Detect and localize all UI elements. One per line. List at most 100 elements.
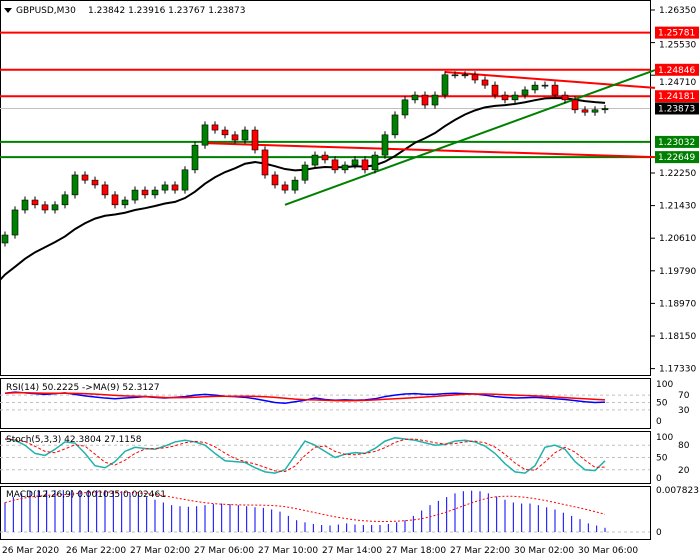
candle[interactable] (61, 194, 69, 206)
stoch-tick-label: 100 (656, 433, 673, 443)
price-tick-label: 1.17330 (659, 365, 696, 375)
rsi-tick-label: 0 (656, 417, 662, 427)
time-tick-label: 27 Mar 18:00 (386, 546, 446, 556)
candle[interactable] (241, 129, 249, 141)
candle[interactable] (71, 174, 79, 196)
candle[interactable] (261, 149, 269, 176)
price-level-tag-label: 1.23873 (658, 104, 695, 114)
price-level-tag-bg (655, 102, 699, 115)
candle[interactable] (511, 94, 519, 101)
candle[interactable] (471, 74, 479, 81)
price-level-tag: 1.23032 (655, 135, 699, 148)
candle[interactable] (341, 164, 349, 171)
trendline[interactable] (284, 69, 656, 206)
candle[interactable] (411, 94, 419, 101)
candle[interactable] (481, 79, 489, 86)
candle[interactable] (421, 94, 429, 106)
price-tick-label: 1.25530 (659, 41, 696, 51)
candle[interactable] (221, 129, 229, 136)
candle[interactable] (301, 164, 309, 181)
candle[interactable] (151, 189, 159, 196)
candle[interactable] (281, 184, 289, 191)
candle[interactable] (451, 74, 459, 77)
candle[interactable] (231, 134, 239, 141)
candle[interactable] (121, 199, 129, 206)
candle[interactable] (201, 124, 209, 146)
time-tick-label: 27 Mar 22:00 (450, 546, 510, 556)
candle[interactable] (321, 154, 329, 161)
candle[interactable] (331, 159, 339, 171)
candle[interactable] (41, 204, 49, 211)
candle[interactable] (51, 204, 59, 211)
candle[interactable] (91, 179, 99, 186)
rsi-panel[interactable] (0, 378, 651, 429)
candle[interactable] (291, 179, 299, 191)
price-level-tag-label: 1.23032 (658, 138, 695, 148)
candle[interactable] (491, 84, 499, 96)
price-tick-label: 1.20610 (659, 234, 696, 244)
macd-panel[interactable] (0, 486, 651, 540)
candle[interactable] (81, 174, 89, 181)
candle[interactable] (441, 74, 449, 96)
candle[interactable] (191, 144, 199, 171)
candle[interactable] (11, 209, 19, 236)
candle[interactable] (391, 114, 399, 136)
trendline[interactable] (444, 71, 656, 89)
candle[interactable] (591, 109, 599, 113)
candle[interactable] (431, 94, 439, 106)
price-level-tag: 1.22649 (655, 151, 699, 164)
price-tick-label: 1.24710 (659, 78, 696, 88)
candle[interactable] (111, 194, 119, 206)
candle[interactable] (501, 94, 509, 101)
candle[interactable] (371, 154, 379, 171)
price-level-tag-bg (655, 63, 699, 76)
price-level-tag-bg (655, 135, 699, 148)
candle[interactable] (211, 124, 219, 131)
candle[interactable] (101, 184, 109, 196)
stoch-main-line (4, 437, 606, 474)
time-tick-label: 26 Mar 2020 (2, 546, 59, 556)
candle[interactable] (351, 159, 359, 166)
candle[interactable] (531, 84, 539, 91)
candle[interactable] (571, 99, 579, 111)
candle[interactable] (581, 109, 589, 113)
price-tick-label: 1.22250 (659, 169, 696, 179)
price-level-tag: 1.23873 (655, 102, 699, 115)
candle[interactable] (181, 169, 189, 191)
candle[interactable] (461, 74, 469, 77)
candle[interactable] (131, 189, 139, 201)
rsi-tick-label: 100 (656, 380, 673, 390)
stoch-tick-label: 0 (656, 474, 662, 484)
candle[interactable] (21, 199, 29, 211)
candle[interactable] (561, 94, 569, 101)
candle[interactable] (551, 84, 559, 96)
triangle-down-icon[interactable] (4, 8, 12, 13)
price-level-tag: 1.25781 (655, 26, 699, 39)
price-level-tag-label: 1.24846 (658, 66, 695, 76)
candle[interactable] (381, 134, 389, 156)
candle[interactable] (141, 189, 149, 196)
candle[interactable] (171, 184, 179, 191)
moving-average-line (0, 96, 606, 281)
candle[interactable] (521, 89, 529, 96)
symbol-title: GBPUSD,M30 (16, 6, 76, 16)
time-tick-label: 27 Mar 10:00 (258, 546, 318, 556)
price-tick-label: 1.18970 (659, 299, 696, 309)
candle[interactable] (601, 108, 609, 111)
time-tick-label: 30 Mar 02:00 (514, 546, 574, 556)
candle[interactable] (271, 174, 279, 186)
candle[interactable] (161, 184, 169, 191)
main-chart-panel[interactable] (0, 0, 651, 376)
candle[interactable] (541, 84, 549, 87)
candle[interactable] (31, 199, 39, 206)
candle[interactable] (311, 154, 319, 166)
candle[interactable] (401, 99, 409, 116)
rsi-ma-line (4, 391, 606, 402)
candle[interactable] (1, 234, 9, 244)
trendline[interactable] (204, 142, 656, 159)
candle[interactable] (251, 129, 259, 151)
price-level-tag-label: 1.25781 (658, 29, 695, 39)
candle[interactable] (361, 159, 369, 171)
rsi-tick-label: 50 (656, 399, 668, 409)
